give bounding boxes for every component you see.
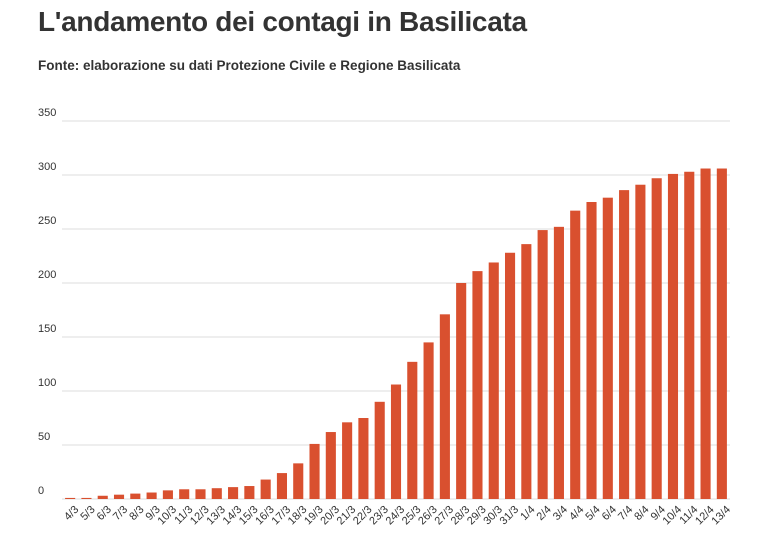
bar-12-3 (195, 489, 206, 499)
bar-15-3 (244, 486, 255, 499)
bar-23-3 (374, 401, 385, 499)
bar-27-3 (439, 314, 450, 499)
bar-5-4 (586, 202, 597, 499)
bar-28-3 (456, 283, 467, 499)
y-tick-label: 150 (38, 323, 56, 335)
bars (65, 168, 727, 500)
y-tick-label: 250 (38, 215, 56, 227)
y-tick-label: 200 (38, 269, 56, 281)
bar-7-3 (113, 494, 125, 499)
y-tick-label: 0 (38, 485, 44, 497)
bar-19-3 (309, 443, 320, 499)
bar-26-3 (423, 342, 434, 499)
bar-18-3 (293, 463, 304, 499)
bar-22-3 (358, 418, 369, 499)
x-tick-label: 13/4 (709, 504, 733, 528)
bar-12-4 (700, 168, 711, 499)
bar-4-4 (570, 210, 581, 499)
bar-5-3 (81, 497, 92, 499)
y-axis-ticks: 0 50 100 150 200 250 300 350 (38, 107, 56, 497)
bar-6-4 (602, 197, 613, 499)
bar-29-3 (472, 271, 483, 499)
bar-7-4 (619, 190, 630, 499)
y-tick-label: 300 (38, 161, 56, 173)
x-axis-ticks: 4/35/36/37/38/39/310/311/312/313/314/315… (62, 504, 733, 528)
x-tick-label: 31/3 (498, 504, 522, 528)
bar-2-4 (537, 230, 548, 499)
bar-21-3 (342, 422, 353, 499)
chart-subtitle: Fonte: elaborazione su dati Protezione C… (38, 58, 461, 73)
y-tick-label: 100 (38, 377, 56, 389)
bar-30-3 (488, 262, 499, 499)
bar-9-4 (651, 178, 662, 500)
bar-4-3 (65, 497, 76, 499)
chart-title: L'andamento dei contagi in Basilicata (38, 6, 527, 37)
bar-20-3 (325, 432, 336, 499)
bar-1-4 (521, 244, 532, 499)
bar-8-3 (130, 493, 141, 499)
bar-11-3 (179, 489, 190, 499)
bar-11-4 (684, 171, 695, 499)
bar-24-3 (390, 384, 402, 499)
bar-13-4 (716, 168, 727, 499)
bar-3-4 (553, 226, 564, 499)
bar-17-3 (276, 473, 288, 499)
bar-14-3 (228, 487, 239, 499)
y-tick-label: 50 (38, 431, 50, 443)
y-tick-label: 350 (38, 107, 56, 119)
bar-10-3 (162, 490, 173, 499)
bar-10-4 (667, 173, 679, 500)
bar-16-3 (260, 479, 271, 499)
bar-8-4 (635, 184, 646, 499)
bar-9-3 (146, 492, 157, 499)
bar-6-3 (97, 495, 108, 499)
bar-25-3 (407, 361, 418, 499)
bar-31-3 (504, 252, 516, 499)
bar-13-3 (211, 488, 222, 499)
